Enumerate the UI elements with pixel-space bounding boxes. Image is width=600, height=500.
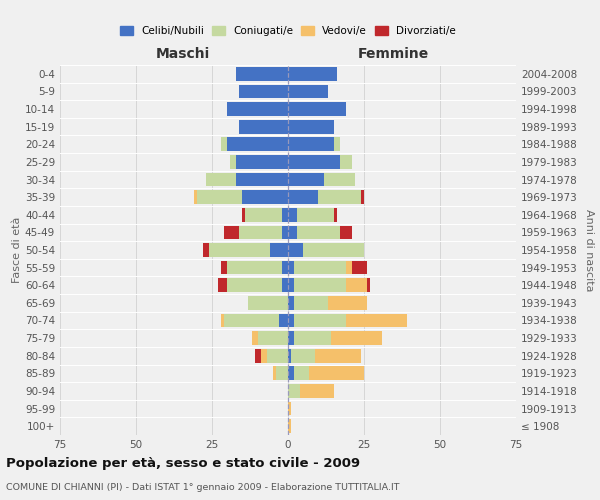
Bar — [224, 226, 239, 239]
Bar — [239, 120, 288, 134]
Bar — [291, 349, 316, 362]
Bar — [288, 138, 334, 151]
Bar — [331, 331, 382, 345]
Bar — [288, 120, 334, 134]
Bar — [282, 226, 288, 239]
Bar — [294, 366, 309, 380]
Bar — [288, 102, 346, 116]
Bar — [221, 314, 224, 328]
Bar — [209, 243, 270, 257]
Bar — [303, 243, 364, 257]
Bar — [288, 208, 297, 222]
Bar — [288, 226, 297, 239]
Bar — [260, 349, 267, 362]
Bar — [288, 331, 294, 345]
Bar — [206, 172, 236, 186]
Bar — [254, 349, 260, 362]
Bar — [245, 208, 282, 222]
Bar — [294, 278, 346, 292]
Text: Femmine: Femmine — [357, 48, 428, 62]
Bar — [224, 314, 279, 328]
Bar — [328, 296, 367, 310]
Bar — [279, 314, 288, 328]
Bar — [340, 226, 352, 239]
Bar — [352, 260, 367, 274]
Bar — [316, 349, 361, 362]
Text: COMUNE DI CHIANNI (PI) - Dati ISTAT 1° gennaio 2009 - Elaborazione TUTTITALIA.IT: COMUNE DI CHIANNI (PI) - Dati ISTAT 1° g… — [6, 482, 400, 492]
Bar — [236, 172, 288, 186]
Bar — [236, 155, 288, 169]
Bar — [197, 190, 242, 204]
Bar — [236, 67, 288, 80]
Bar — [239, 226, 282, 239]
Text: Popolazione per età, sesso e stato civile - 2009: Popolazione per età, sesso e stato civil… — [6, 458, 360, 470]
Bar — [288, 384, 300, 398]
Bar — [239, 84, 288, 98]
Bar — [294, 260, 346, 274]
Bar — [309, 366, 364, 380]
Bar — [346, 314, 407, 328]
Bar — [242, 190, 288, 204]
Bar — [294, 296, 328, 310]
Bar — [227, 260, 282, 274]
Bar — [248, 296, 288, 310]
Bar — [273, 366, 276, 380]
Text: Maschi: Maschi — [156, 48, 210, 62]
Bar — [288, 67, 337, 80]
Bar — [288, 366, 294, 380]
Bar — [251, 331, 257, 345]
Bar — [288, 314, 294, 328]
Bar — [340, 155, 352, 169]
Bar — [282, 260, 288, 274]
Bar — [194, 190, 197, 204]
Bar — [288, 349, 291, 362]
Bar — [227, 102, 288, 116]
Bar — [267, 349, 288, 362]
Bar — [346, 260, 352, 274]
Bar — [300, 384, 334, 398]
Bar — [288, 155, 340, 169]
Bar — [257, 331, 288, 345]
Bar — [242, 208, 245, 222]
Bar — [230, 155, 236, 169]
Bar — [288, 243, 303, 257]
Bar — [270, 243, 288, 257]
Bar — [297, 226, 340, 239]
Bar — [288, 420, 291, 433]
Bar — [361, 190, 364, 204]
Bar — [367, 278, 370, 292]
Legend: Celibi/Nubili, Coniugati/e, Vedovi/e, Divorziati/e: Celibi/Nubili, Coniugati/e, Vedovi/e, Di… — [116, 22, 460, 40]
Bar — [203, 243, 209, 257]
Bar — [282, 208, 288, 222]
Bar — [288, 190, 319, 204]
Bar — [276, 366, 288, 380]
Bar — [227, 138, 288, 151]
Bar — [346, 278, 367, 292]
Bar — [334, 208, 337, 222]
Bar — [288, 84, 328, 98]
Bar — [221, 260, 227, 274]
Bar — [325, 172, 355, 186]
Bar — [288, 296, 294, 310]
Bar — [297, 208, 334, 222]
Bar — [294, 314, 346, 328]
Bar — [334, 138, 340, 151]
Bar — [294, 331, 331, 345]
Bar — [218, 278, 227, 292]
Bar — [288, 402, 291, 415]
Bar — [288, 260, 294, 274]
Y-axis label: Anni di nascita: Anni di nascita — [584, 209, 594, 291]
Bar — [221, 138, 227, 151]
Bar — [288, 278, 294, 292]
Bar — [227, 278, 282, 292]
Y-axis label: Fasce di età: Fasce di età — [12, 217, 22, 283]
Bar — [282, 278, 288, 292]
Bar — [319, 190, 361, 204]
Bar — [288, 172, 325, 186]
